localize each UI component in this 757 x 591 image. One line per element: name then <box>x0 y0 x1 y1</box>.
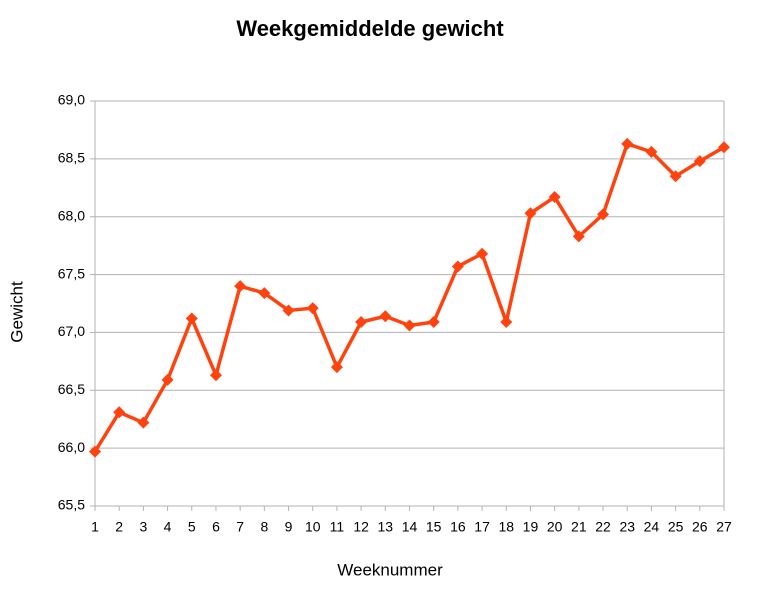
y-tick-label: 65,5 <box>58 497 85 513</box>
data-point <box>379 310 392 323</box>
y-axis-title: Gewicht <box>7 281 26 343</box>
data-point <box>258 287 271 300</box>
x-tick-label: 1 <box>91 519 99 535</box>
data-point <box>548 191 561 204</box>
x-tick-label: 10 <box>305 519 321 535</box>
y-tick-label: 68,0 <box>58 207 85 223</box>
data-point <box>355 316 368 329</box>
x-tick-label: 7 <box>236 519 244 535</box>
x-tick-label: 18 <box>498 519 514 535</box>
data-point <box>451 260 464 273</box>
data-point <box>476 247 489 260</box>
x-tick-label: 14 <box>402 519 418 535</box>
x-tick-label: 5 <box>188 519 196 535</box>
data-point <box>621 137 634 150</box>
data-point <box>113 406 126 419</box>
data-point <box>427 316 440 329</box>
x-tick-label: 6 <box>212 519 220 535</box>
x-axis-title: Weeknummer <box>337 560 443 579</box>
x-tick-label: 2 <box>115 519 123 535</box>
data-point <box>597 208 610 221</box>
data-line <box>93 142 725 453</box>
data-point <box>572 230 585 243</box>
data-point <box>161 373 174 386</box>
data-point <box>669 170 682 183</box>
x-tick-label: 13 <box>378 519 394 535</box>
x-tick-label: 21 <box>571 519 587 535</box>
y-tick-label: 67,0 <box>58 323 85 339</box>
x-tick-label: 16 <box>450 519 466 535</box>
x-tick-label: 4 <box>164 519 172 535</box>
data-point <box>403 319 416 332</box>
y-tick-label: 66,0 <box>58 439 85 455</box>
data-point <box>89 445 101 458</box>
x-tick-label: 9 <box>285 519 293 535</box>
y-tick-label: 68,5 <box>58 150 85 166</box>
data-point <box>306 302 319 315</box>
x-tick-label: 15 <box>426 519 442 535</box>
data-point <box>330 361 343 374</box>
x-tick-label: 22 <box>595 519 611 535</box>
x-tick-label: 8 <box>260 519 268 535</box>
data-point <box>718 141 730 154</box>
chart-title: Weekgemiddelde gewicht <box>236 16 504 41</box>
x-tick-label: 12 <box>353 519 369 535</box>
data-point <box>234 280 247 293</box>
x-tick-label: 19 <box>523 519 539 535</box>
x-tick-label: 17 <box>474 519 490 535</box>
data-point <box>282 304 295 317</box>
data-point <box>524 207 537 220</box>
data-point <box>137 416 150 429</box>
data-point <box>645 145 658 158</box>
x-tick-label: 11 <box>330 519 345 535</box>
y-tick-label: 69,0 <box>58 92 85 108</box>
x-tick-label: 3 <box>139 519 147 535</box>
x-tick-label: 20 <box>547 519 563 535</box>
x-tick-label: 23 <box>619 519 635 535</box>
y-tick-label: 67,5 <box>58 265 85 281</box>
data-point <box>693 155 706 168</box>
x-tick-label: 27 <box>716 519 732 535</box>
x-tick-label: 26 <box>692 519 708 535</box>
y-tick-label: 66,5 <box>58 381 85 397</box>
data-point <box>185 312 198 325</box>
x-tick-label: 25 <box>668 519 684 535</box>
data-point <box>209 369 222 382</box>
x-tick-label: 24 <box>644 519 660 535</box>
data-point <box>500 316 513 329</box>
